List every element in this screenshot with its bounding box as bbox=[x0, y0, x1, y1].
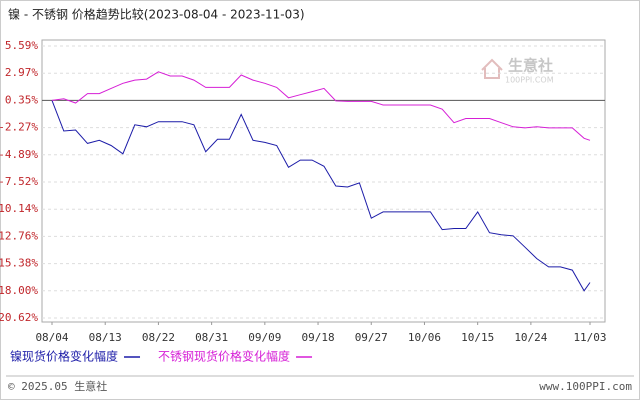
x-tick-label: 08/13 bbox=[89, 331, 122, 344]
x-tick-label: 09/09 bbox=[248, 331, 281, 344]
x-tick-label: 11/03 bbox=[573, 331, 606, 344]
x-tick-label: 10/06 bbox=[408, 331, 441, 344]
y-tick-label: -2.27% bbox=[0, 121, 38, 134]
x-tick-label: 10/15 bbox=[461, 331, 494, 344]
chart-title: 镍 - 不锈钢 价格趋势比较(2023-08-04 - 2023-11-03) bbox=[8, 7, 305, 22]
plot-area bbox=[41, 39, 606, 323]
series-line bbox=[51, 100, 591, 292]
y-tick-label: 2.97% bbox=[5, 66, 38, 79]
y-tick-label: -7.52% bbox=[0, 175, 38, 188]
y-tick-label: 0.35% bbox=[5, 93, 38, 106]
watermark-site: 100PPI.COM bbox=[505, 76, 554, 85]
legend-label: 不锈钢现货价格变化幅度 bbox=[158, 349, 290, 364]
x-tick-label: 09/18 bbox=[301, 331, 334, 344]
watermark: 生意社 100PPI.COM bbox=[481, 57, 554, 85]
x-tick-label: 10/24 bbox=[514, 331, 547, 344]
y-tick-label: -18.00% bbox=[0, 284, 38, 297]
x-tick-label: 08/04 bbox=[35, 331, 68, 344]
y-tick-label: -12.76% bbox=[0, 229, 38, 242]
footer-right: www.100PPI.com bbox=[539, 380, 632, 393]
x-tick-label: 08/31 bbox=[195, 331, 228, 344]
y-tick-label: -4.89% bbox=[0, 148, 38, 161]
footer-left: © 2025.05 生意社 bbox=[8, 379, 107, 393]
legend-label: 镍现货价格变化幅度 bbox=[10, 349, 118, 364]
series-line bbox=[51, 71, 591, 141]
y-tick-label: -15.38% bbox=[0, 257, 38, 270]
x-tick-label: 09/27 bbox=[355, 331, 388, 344]
watermark-name: 生意社 bbox=[508, 57, 553, 75]
y-tick-label: -10.14% bbox=[0, 202, 38, 215]
y-tick-label: -20.62% bbox=[0, 311, 38, 324]
y-tick-label: 5.59% bbox=[5, 39, 38, 52]
x-tick-label: 08/22 bbox=[142, 331, 175, 344]
